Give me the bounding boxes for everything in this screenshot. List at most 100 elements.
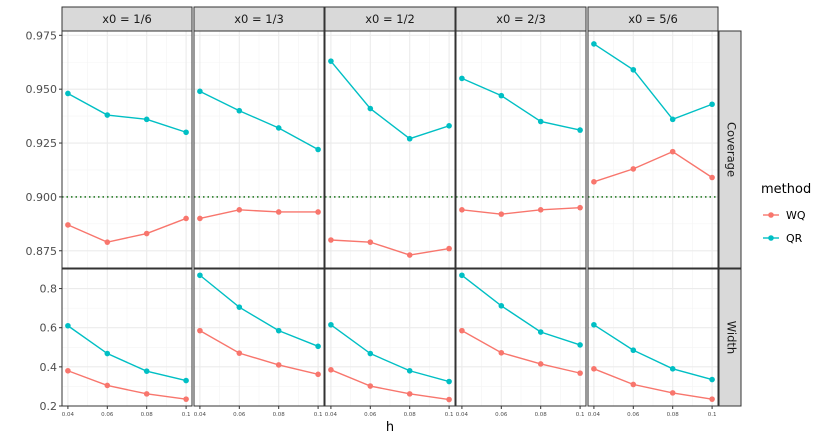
data-point-qr: [104, 112, 111, 118]
data-point-qr: [406, 135, 413, 142]
facet-strip-label: x0 = 1/3: [234, 12, 284, 26]
data-point-wq: [446, 396, 452, 403]
x-tick-label: 0.04: [194, 412, 207, 418]
x-tick-label: 0.1: [576, 412, 585, 418]
data-point-qr: [236, 304, 243, 310]
data-point-qr: [709, 376, 715, 383]
data-point-qr: [315, 146, 321, 153]
facet-strip-label: x0 = 5/6: [628, 12, 678, 26]
y-tick-label: 0.4: [40, 361, 58, 374]
data-point-qr: [65, 322, 71, 329]
data-point-wq: [537, 207, 544, 213]
data-point-wq: [709, 396, 715, 402]
panel-coverage-2: [193, 30, 325, 269]
data-point-wq: [669, 148, 676, 155]
data-point-wq: [367, 383, 374, 389]
y-tick-label: 0.8: [40, 283, 58, 296]
data-point-wq: [630, 381, 637, 388]
y-tick-label: 0.6: [40, 322, 58, 335]
x-tick-label: 0.04: [456, 412, 469, 418]
data-point-qr: [498, 302, 505, 309]
series-line-qr: [461, 77, 581, 131]
panel-width-4: [455, 268, 587, 407]
data-point-wq: [498, 349, 505, 356]
data-point-qr: [275, 327, 282, 334]
data-point-wq: [709, 174, 715, 181]
panel-width-1: [61, 268, 193, 407]
x-tick-label: 0.04: [588, 412, 601, 418]
row-strip-coverage: Coverage: [718, 30, 742, 269]
y-tick-label: 0.950: [26, 83, 58, 96]
series-line-wq: [461, 330, 581, 374]
series-line-qr: [199, 90, 319, 151]
row-strip-width: Width: [718, 268, 742, 407]
panel-coverage-4: [455, 30, 587, 269]
x-tick-label: 0.06: [364, 412, 377, 418]
data-point-wq: [367, 239, 374, 245]
y-tick-label: 0.975: [26, 29, 58, 42]
data-point-wq: [669, 390, 676, 396]
data-point-qr: [328, 321, 334, 328]
series-line-qr: [593, 324, 713, 381]
x-tick-label: 0.06: [101, 412, 114, 418]
data-point-wq: [591, 179, 597, 185]
x-tick-label: 0.1: [182, 412, 191, 418]
data-point-wq: [459, 207, 465, 213]
data-point-qr: [197, 272, 203, 279]
data-point-qr: [459, 272, 465, 279]
data-point-wq: [315, 209, 321, 215]
row-strip-label: Width: [725, 321, 739, 354]
data-point-qr: [630, 347, 637, 354]
panel-width-3: [324, 268, 456, 407]
x-tick-label: 0.1: [445, 412, 454, 418]
data-point-wq: [183, 396, 189, 402]
series-line-wq: [199, 330, 319, 375]
legend-label: WQ: [786, 209, 806, 222]
data-point-wq: [143, 230, 150, 237]
series-line-qr: [67, 325, 187, 382]
data-point-qr: [446, 123, 452, 129]
series-line-wq: [330, 369, 450, 401]
data-point-qr: [591, 321, 597, 328]
series-line-wq: [67, 370, 187, 400]
panel-coverage-1: [61, 30, 193, 269]
data-point-qr: [183, 129, 189, 136]
data-point-qr: [236, 107, 243, 114]
data-point-qr: [143, 116, 150, 123]
data-point-wq: [104, 382, 111, 389]
series-line-qr: [330, 60, 450, 140]
y-tick-label: 0.925: [26, 137, 58, 150]
data-point-wq: [236, 207, 243, 213]
legend-item-wq: WQ: [763, 209, 806, 222]
data-point-qr: [669, 116, 676, 123]
data-point-qr: [630, 66, 637, 73]
data-point-wq: [577, 370, 583, 376]
series-line-qr: [593, 43, 713, 121]
data-point-wq: [459, 327, 465, 334]
series-line-wq: [461, 206, 581, 215]
x-tick-label: 0.08: [273, 412, 286, 418]
data-point-wq: [315, 371, 321, 378]
data-point-wq: [197, 327, 203, 334]
data-point-qr: [275, 125, 282, 131]
data-point-qr: [315, 343, 321, 350]
data-point-wq: [328, 366, 334, 373]
data-point-wq: [446, 245, 452, 252]
data-point-qr: [197, 88, 203, 95]
facet-strip-3: x0 = 1/2: [324, 6, 456, 32]
legend-label: QR: [786, 232, 803, 245]
facet-strip-4: x0 = 2/3: [455, 6, 587, 32]
x-tick-label: 0.1: [708, 412, 717, 418]
facet-strip-label: x0 = 1/2: [365, 12, 415, 26]
x-tick-label: 0.08: [667, 412, 680, 418]
data-point-wq: [275, 362, 282, 368]
x-tick-label: 0.06: [495, 412, 508, 418]
x-tick-label: 0.1: [314, 412, 323, 418]
series-line-wq: [67, 217, 187, 243]
x-tick-label: 0.06: [627, 412, 640, 418]
data-point-wq: [197, 215, 203, 222]
data-point-wq: [577, 204, 583, 211]
x-axis-title: h: [386, 420, 394, 435]
facet-strip-2: x0 = 1/3: [193, 6, 325, 32]
